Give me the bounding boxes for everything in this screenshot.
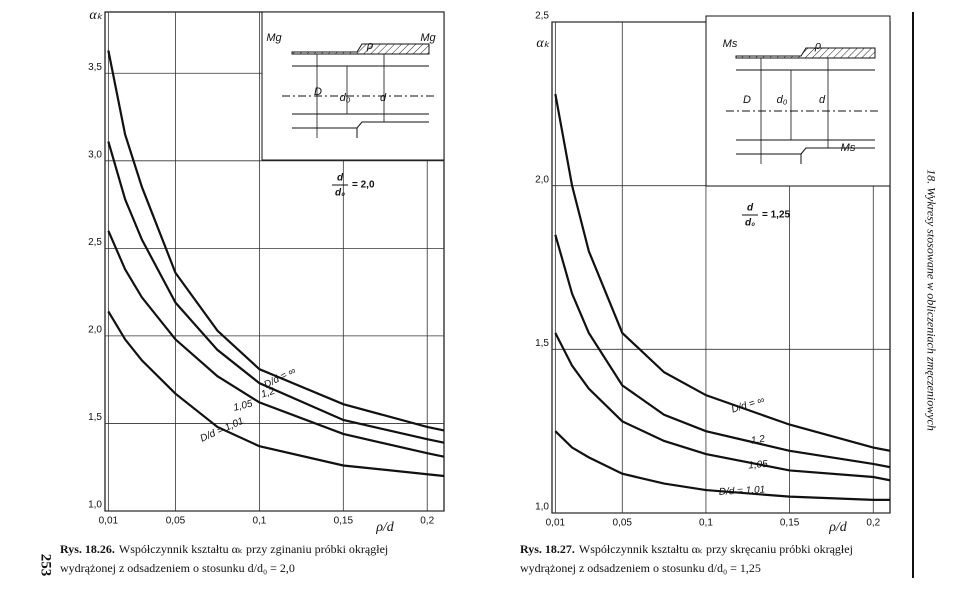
inset-outline: [736, 69, 875, 164]
y-tick-label: 2,0: [88, 325, 102, 336]
caption-line: Współczynnik kształtu αₖ przy skręcaniu …: [579, 542, 853, 556]
curve: [554, 234, 891, 469]
x-tick-label: 0,15: [780, 518, 800, 529]
caption-label: Rys. 18.26.: [60, 542, 115, 556]
ratio-value: = 1,25: [762, 210, 791, 221]
ratio-denominator: d₀: [745, 218, 755, 229]
x-tick-label: 0,01: [546, 518, 566, 529]
inset-box: [261, 11, 445, 161]
inset-shaft: [735, 47, 876, 59]
inset-shaft: [291, 43, 430, 55]
running-head: 18. Wykresy stosowane w obliczeniach zmę…: [924, 169, 938, 431]
curve: [107, 141, 445, 444]
y-tick-label: 1,0: [535, 502, 549, 513]
y-tick-label: 2,0: [535, 174, 549, 185]
curve-label: 1,05: [748, 459, 769, 472]
x-tick-label: 0,01: [99, 516, 119, 527]
inset-label: d₀: [777, 94, 788, 106]
ratio-numerator: d: [337, 173, 344, 184]
inset-outline: [292, 65, 429, 138]
caption-label: Rys. 18.27.: [520, 542, 575, 556]
y-tick-label: 1,5: [535, 338, 549, 349]
caption-line: wydrążonej z odsadzeniem o stosunku d/d₀…: [60, 561, 295, 575]
x-tick-label: 0,05: [613, 518, 633, 529]
ratio-value: = 2,0: [352, 180, 375, 191]
x-tick-label: 0,1: [252, 516, 266, 527]
x-tick-label: 0,1: [699, 518, 713, 529]
y-tick-label: 3,0: [88, 149, 102, 160]
x-axis-label: ρ/d: [375, 520, 395, 535]
y-tick-label: 1,0: [88, 500, 102, 511]
curve-label: D/d = 1,01: [719, 484, 766, 497]
inset-label: ρ: [814, 40, 821, 52]
x-tick-label: 0,2: [420, 516, 434, 527]
y-tick-label: 1,5: [88, 412, 102, 423]
curve: [107, 230, 445, 458]
caption-line: Współczynnik kształtu αₖ przy zginaniu p…: [119, 542, 388, 556]
inset-label: Mg: [266, 32, 282, 44]
curve: [554, 332, 891, 482]
y-axis-label: αₖ: [89, 8, 103, 23]
inset-label: d: [819, 94, 826, 106]
inset-label: ρ: [366, 40, 373, 52]
ratio-numerator: d: [747, 203, 754, 214]
inset-label: d₀: [340, 92, 351, 104]
x-axis-label: ρ/d: [828, 520, 848, 535]
inset-label: D: [743, 94, 751, 106]
inset-box: [705, 15, 891, 187]
curve-label: 1,2: [750, 434, 766, 447]
inset-label: d: [380, 92, 387, 104]
inset-label: Ms: [723, 38, 738, 50]
curve: [554, 430, 890, 502]
y-axis-label: αₖ: [536, 36, 550, 51]
curve: [107, 310, 445, 478]
curve-label: 1,2: [260, 386, 277, 401]
inset-label: D: [314, 86, 322, 98]
curve: [107, 50, 445, 432]
x-tick-label: 0,15: [334, 516, 354, 527]
page-number: 253: [38, 554, 54, 577]
y-tick-label: 3,5: [88, 62, 102, 73]
caption-line: wydrążonej z odsadzeniem o stosunku d/d₀…: [520, 561, 761, 575]
curve-label: D/d = 1,01: [199, 416, 246, 445]
inset-label: Mg: [420, 32, 436, 44]
x-tick-label: 0,2: [866, 518, 880, 529]
inset-label: Ms: [841, 142, 856, 154]
y-tick-label: 2,5: [88, 237, 102, 248]
curve: [554, 93, 891, 452]
caption: Rys. 18.27. Współczynnik kształtu αₖ przy…: [520, 542, 853, 556]
caption: Rys. 18.26. Współczynnik kształtu αₖ przy…: [60, 542, 388, 556]
curve-label: 1,05: [232, 398, 254, 413]
y-tick-label: 2,5: [535, 11, 549, 22]
ratio-denominator: d₀: [335, 188, 345, 199]
curve-label: D/d = ∞: [730, 395, 766, 416]
x-tick-label: 0,05: [166, 516, 186, 527]
